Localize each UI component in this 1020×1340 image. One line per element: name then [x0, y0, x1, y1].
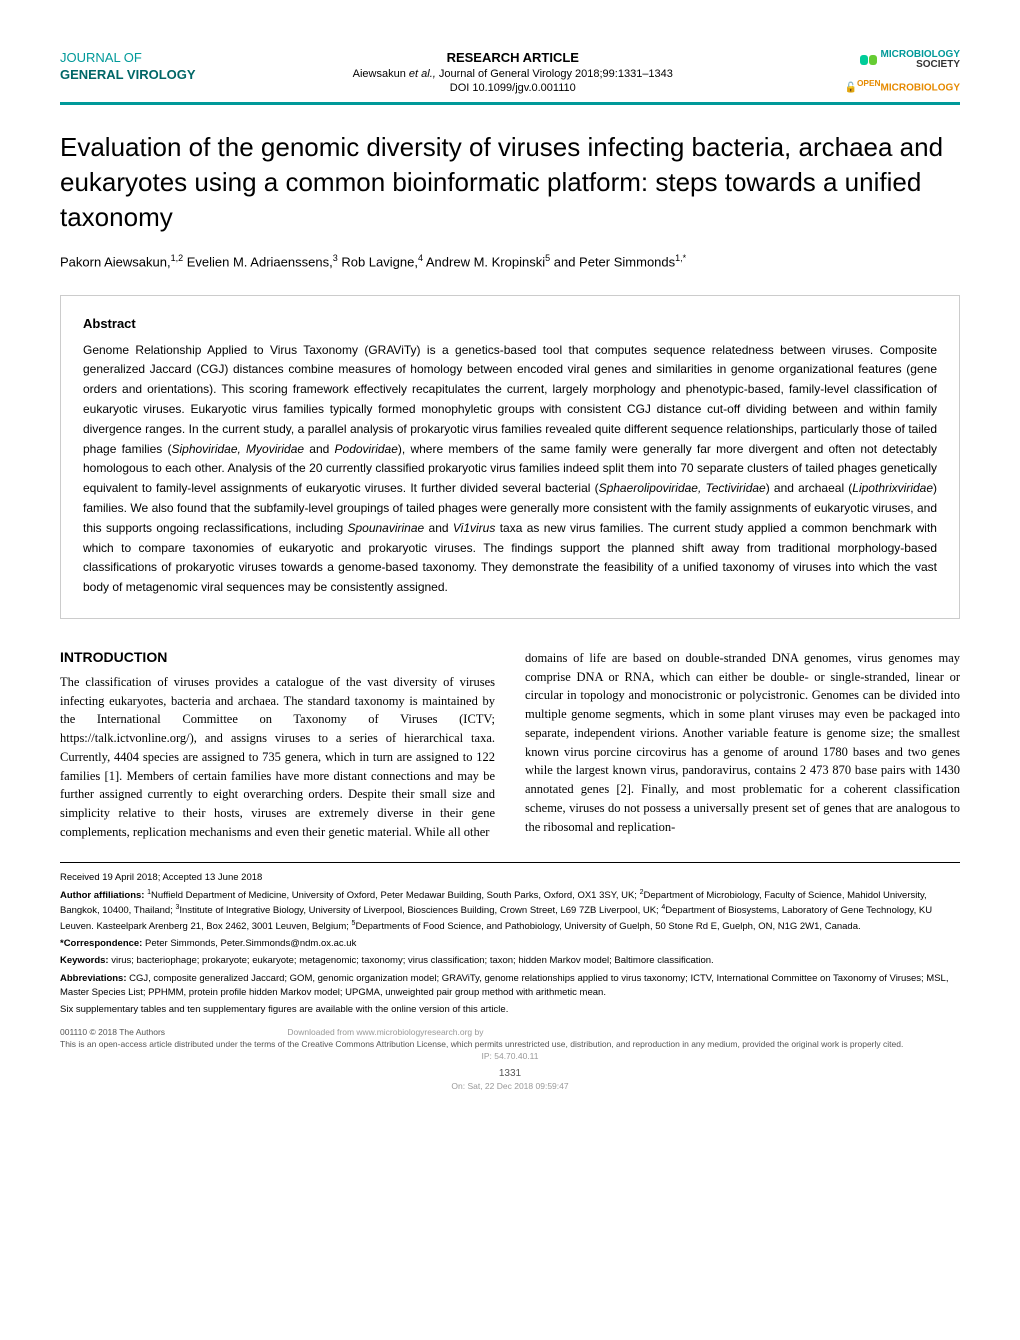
abstract-box: Abstract Genome Relationship Applied to … [60, 295, 960, 619]
abstract-heading: Abstract [83, 316, 937, 331]
author-1: Pakorn Aiewsakun, [60, 255, 171, 270]
logo-text: MICROBIOLOGY SOCIETY [881, 50, 960, 70]
abbrev-label: Abbreviations: [60, 973, 129, 984]
keywords: Keywords: virus; bacteriophage; prokaryo… [60, 954, 960, 968]
affil-label: Author affiliations: [60, 890, 147, 901]
copyright-2: This is an open-access article distribut… [60, 1039, 960, 1051]
copyright-code: 001110 © 2018 The Authors [60, 1027, 165, 1037]
logo-text-2: SOCIETY [881, 60, 960, 70]
date-line: On: Sat, 22 Dec 2018 09:59:47 [60, 1081, 960, 1093]
ip-line: IP: 54.70.40.11 [60, 1051, 960, 1063]
logo-dot-3 [869, 55, 877, 65]
article-type: RESEARCH ARTICLE [196, 50, 830, 65]
abs-i1: Siphoviridae, Myoviridae [171, 442, 304, 456]
author-4-sup: 5 [545, 253, 550, 263]
journal-name: JOURNAL OF GENERAL VIROLOGY [60, 50, 196, 84]
open-prefix: OPEN [857, 78, 881, 88]
author-3-sup: 4 [418, 253, 423, 263]
abbreviations: Abbreviations: CGJ, composite generalize… [60, 972, 960, 1001]
column-right: domains of life are based on double-stra… [525, 649, 960, 842]
author-1-sup: 1,2 [171, 253, 184, 263]
abs-p1: Genome Relationship Applied to Virus Tax… [83, 343, 937, 456]
page-number: 1331 [60, 1067, 960, 1081]
abs-i4: Lipothrixviridae [852, 481, 933, 495]
abs-i2: Podoviridae [335, 442, 398, 456]
abs-p4: ) and archaeal ( [766, 481, 853, 495]
affil-5: Departments of Food Science, and Pathobi… [355, 921, 860, 932]
abs-p2: and [304, 442, 334, 456]
open-logo: 🔓OPENMICROBIOLOGY [830, 78, 960, 93]
intro-col1: The classification of viruses provides a… [60, 673, 495, 842]
intro-col2: domains of life are based on double-stra… [525, 649, 960, 837]
received-line: Received 19 April 2018; Accepted 13 June… [60, 871, 960, 885]
correspondence: *Correspondence: Peter Simmonds, Peter.S… [60, 937, 960, 951]
author-5-sup: 1,* [675, 253, 686, 263]
logo-dot-1 [851, 55, 859, 65]
column-left: INTRODUCTION The classification of virus… [60, 649, 495, 842]
journal-line2: GENERAL VIROLOGY [60, 67, 196, 84]
abs-i3: Sphaerolipoviridae, Tectiviridae [599, 481, 766, 495]
divider-top [60, 102, 960, 105]
abs-p6: and [424, 521, 453, 535]
footer-meta: Received 19 April 2018; Accepted 13 June… [60, 871, 960, 1018]
copyright-1: 001110 © 2018 The Authors Downloaded fro… [60, 1027, 960, 1039]
citation-etal: et al., [409, 68, 436, 80]
doi: DOI 10.1099/jgv.0.001110 [196, 82, 830, 94]
footer-divider [60, 862, 960, 863]
authors-line: Pakorn Aiewsakun,1,2 Evelien M. Adriaens… [60, 253, 960, 269]
author-3: Rob Lavigne, [341, 255, 418, 270]
author-4: Andrew M. Kropinski [426, 255, 545, 270]
citation-author: Aiewsakun [353, 68, 406, 80]
logo-dot-2 [860, 55, 868, 65]
journal-line1: JOURNAL OF [60, 50, 196, 67]
citation-rest: Journal of General Virology 2018;99:1331… [439, 68, 673, 80]
page-container: JOURNAL OF GENERAL VIROLOGY RESEARCH ART… [0, 0, 1020, 1123]
affiliations: Author affiliations: 1Nuffield Departmen… [60, 888, 960, 934]
citation: Aiewsakun et al., Journal of General Vir… [196, 68, 830, 80]
affil-1: Nuffield Department of Medicine, Univers… [151, 890, 640, 901]
abs-i6: Vi1virus [453, 521, 495, 535]
intro-heading: INTRODUCTION [60, 649, 495, 665]
abbrev-text: CGJ, composite generalized Jaccard; GOM,… [60, 973, 948, 998]
abstract-text: Genome Relationship Applied to Virus Tax… [83, 341, 937, 598]
article-title: Evaluation of the genomic diversity of v… [60, 130, 960, 235]
logos-block: MICROBIOLOGY SOCIETY 🔓OPENMICROBIOLOGY [830, 50, 960, 93]
keywords-label: Keywords: [60, 955, 111, 966]
author-conj: and [554, 255, 579, 270]
corr-text: Peter Simmonds, Peter.Simmonds@ndm.ox.ac… [145, 938, 356, 949]
keywords-text: virus; bacteriophage; prokaryote; eukary… [111, 955, 713, 966]
downloaded-text: Downloaded from www.microbiologyresearch… [287, 1027, 483, 1037]
corr-label: *Correspondence: [60, 938, 145, 949]
header-row: JOURNAL OF GENERAL VIROLOGY RESEARCH ART… [60, 50, 960, 94]
logo-main: MICROBIOLOGY SOCIETY [830, 50, 960, 70]
lock-icon: 🔓 [844, 82, 856, 93]
footer-bottom: 001110 © 2018 The Authors Downloaded fro… [60, 1027, 960, 1093]
supplementary: Six supplementary tables and ten supplem… [60, 1003, 960, 1017]
abs-i5: Spounavirinae [347, 521, 424, 535]
author-2-sup: 3 [333, 253, 338, 263]
affil-3: Institute of Integrative Biology, Univer… [179, 906, 661, 917]
center-header: RESEARCH ARTICLE Aiewsakun et al., Journ… [196, 50, 830, 94]
logo-icon [851, 55, 877, 65]
author-2: Evelien M. Adriaenssens, [187, 255, 333, 270]
author-5: Peter Simmonds [579, 255, 675, 270]
main-columns: INTRODUCTION The classification of virus… [60, 649, 960, 842]
open-text: MICROBIOLOGY [881, 82, 960, 93]
